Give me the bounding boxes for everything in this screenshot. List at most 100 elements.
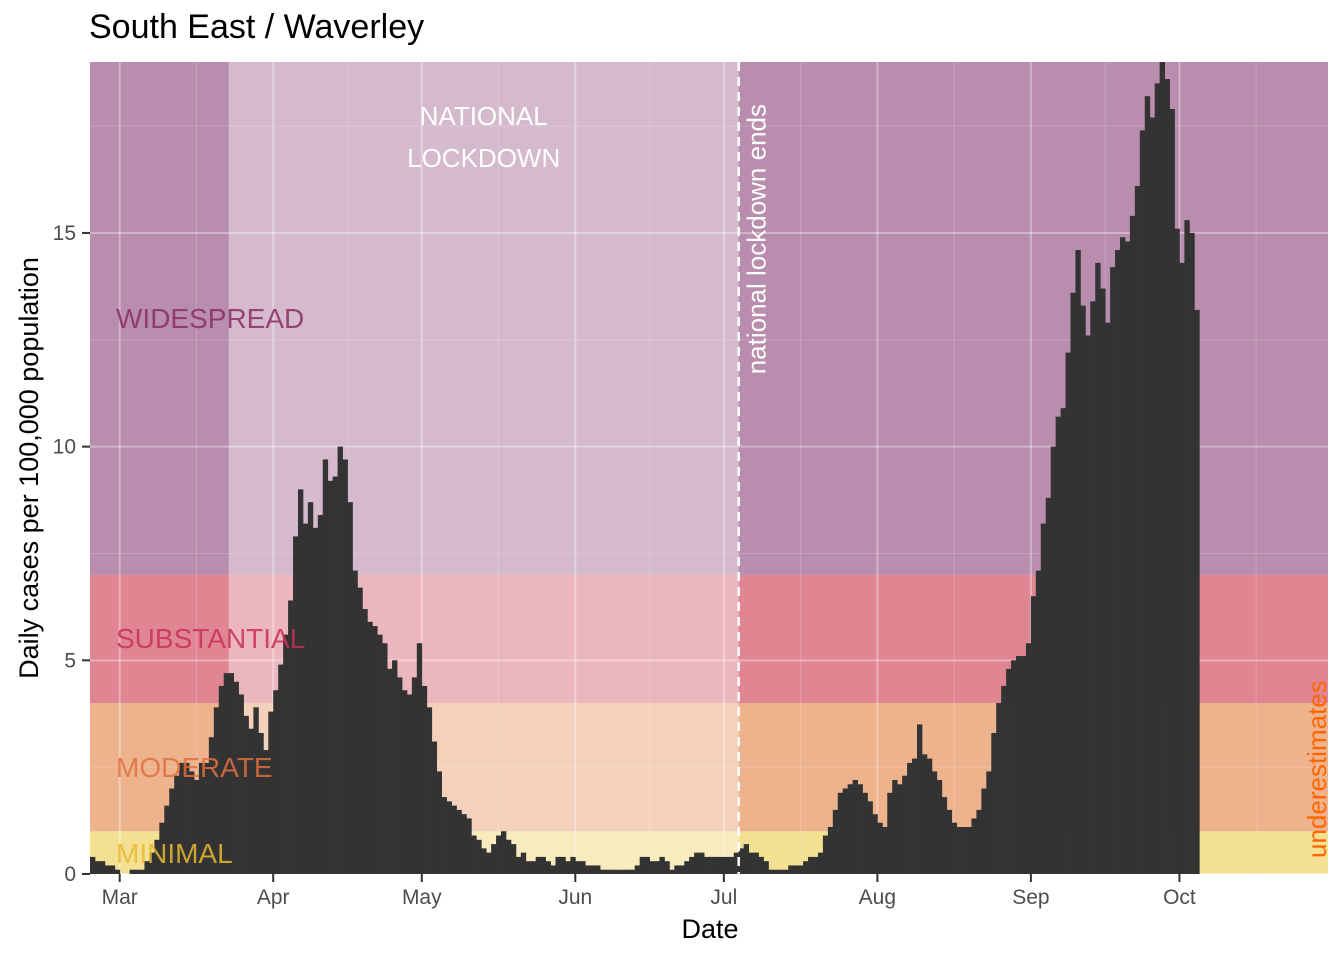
bar (679, 865, 685, 874)
y-tick-label: 5 (64, 649, 76, 672)
bar (535, 856, 542, 874)
bar (1110, 267, 1116, 874)
bar (872, 814, 878, 874)
bar (1134, 185, 1141, 875)
bar (1129, 215, 1136, 874)
bar (1011, 660, 1017, 874)
bar (164, 805, 170, 874)
bar (986, 771, 992, 874)
bar (664, 861, 670, 874)
bar (659, 856, 665, 874)
bar (1020, 656, 1027, 874)
bar (362, 609, 368, 874)
bar (936, 779, 943, 874)
bar (704, 856, 710, 874)
bar (619, 869, 626, 874)
bar (1179, 262, 1185, 874)
y-tick-label: 0 (64, 863, 76, 886)
bar (674, 865, 680, 874)
bar (1139, 130, 1146, 874)
bar (233, 681, 239, 874)
bar (431, 741, 438, 874)
bar (278, 664, 284, 874)
bar (1001, 685, 1007, 874)
bar (456, 809, 462, 874)
bar (862, 792, 868, 874)
x-axis-title: Date (681, 914, 738, 944)
bar (302, 523, 309, 874)
y-tick-label: 15 (53, 222, 76, 245)
bar (184, 762, 190, 874)
band-label-widespread: WIDESPREAD (116, 303, 304, 334)
bar (758, 856, 764, 874)
bar (1115, 250, 1121, 874)
x-tick-label: Apr (257, 886, 290, 909)
bar (1154, 83, 1161, 875)
bar (555, 856, 561, 874)
bar (570, 856, 576, 874)
bar (466, 818, 472, 874)
bar (545, 861, 551, 874)
bar (169, 788, 175, 874)
bar (154, 839, 160, 874)
bar (595, 865, 601, 874)
bar (1016, 656, 1022, 874)
bar (1075, 250, 1081, 874)
bar (218, 685, 225, 874)
bar (139, 869, 145, 874)
bar (1120, 237, 1126, 874)
bar (327, 480, 334, 874)
bar (1159, 62, 1165, 874)
band-label-minimal: MINIMAL (116, 838, 233, 869)
bar (198, 762, 205, 874)
bar (213, 707, 220, 874)
bar (99, 861, 106, 874)
bar (446, 801, 452, 874)
bar (649, 861, 655, 874)
bar (788, 865, 794, 874)
bar (847, 784, 854, 874)
bar (946, 809, 953, 874)
bar (951, 822, 957, 874)
bar (996, 703, 1002, 874)
bar (90, 856, 96, 874)
bar (1100, 288, 1106, 874)
bar (832, 809, 839, 874)
bar (416, 643, 423, 874)
underestimates-label: underestimates (1302, 680, 1332, 858)
bar (733, 852, 740, 874)
bar (827, 826, 834, 874)
bar (179, 762, 185, 874)
bar (525, 861, 532, 874)
bar (966, 826, 972, 874)
bar (1025, 643, 1032, 874)
bar (773, 869, 779, 874)
bar (1055, 416, 1061, 874)
bar (634, 865, 641, 874)
x-tick-label: May (402, 886, 442, 909)
bar (347, 502, 353, 874)
bar (629, 869, 636, 874)
bar (258, 732, 264, 874)
bar (337, 446, 343, 874)
lockdown-end-label: national lockdown ends (742, 104, 772, 374)
bar (931, 771, 938, 874)
band-label-moderate: MODERATE (116, 752, 273, 783)
bar (941, 797, 948, 874)
bar (877, 822, 883, 874)
bar (1040, 523, 1047, 874)
x-tick-label: Aug (859, 886, 896, 909)
bar (253, 707, 259, 874)
bar (322, 459, 329, 874)
bar (669, 869, 675, 874)
bar (817, 852, 824, 874)
bar (971, 818, 977, 874)
bar (273, 690, 279, 874)
bar (1060, 408, 1066, 874)
bar (1006, 668, 1012, 874)
bar (481, 848, 487, 874)
bar (1070, 292, 1076, 875)
bar (902, 775, 908, 874)
bar (852, 779, 858, 874)
